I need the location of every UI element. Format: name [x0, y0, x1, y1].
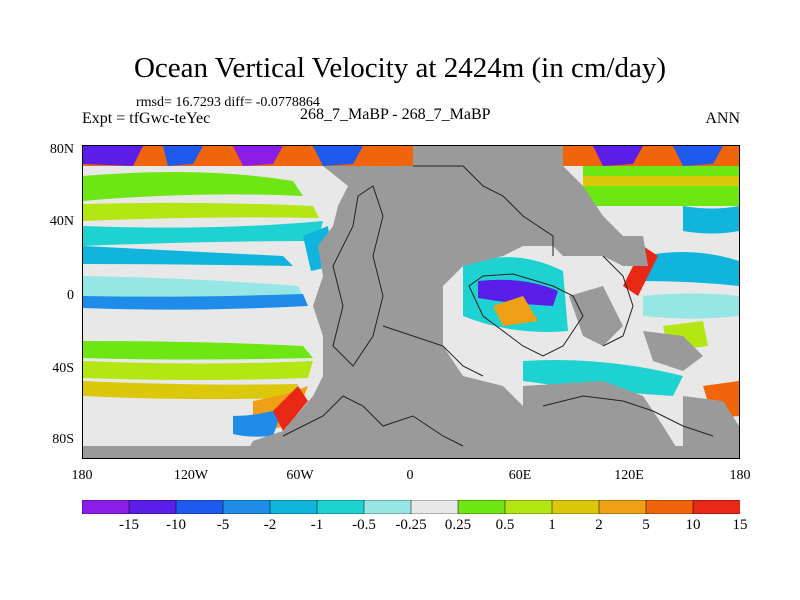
- colorbar-label: -10: [166, 517, 186, 533]
- lon-label-0: 0: [406, 468, 414, 483]
- lon-label-180e: 180: [729, 468, 751, 483]
- colorbar-label: -0.5: [352, 517, 376, 533]
- colorbar-swatch: [598, 500, 647, 514]
- lon-label-60e: 60E: [508, 468, 532, 483]
- lat-label-0: 0: [67, 288, 74, 303]
- velocity-field: [83, 146, 739, 458]
- colorbar-label: -2: [263, 517, 277, 533]
- colorbar-swatch: [551, 500, 600, 514]
- stats-text: rmsd= 16.7293 diff= -0.0778864: [136, 95, 320, 110]
- subtitle: 268_7_MaBP - 268_7_MaBP: [300, 106, 491, 123]
- colorbar-label: 0.25: [444, 517, 472, 533]
- colorbar: [82, 500, 740, 514]
- colorbar-swatch: [692, 500, 740, 514]
- lon-label-60w: 60W: [286, 468, 314, 483]
- map-title: Ocean Vertical Velocity at 2424m (in cm/…: [133, 52, 667, 84]
- pacific-field: [83, 172, 333, 437]
- colorbar-label: 1: [548, 517, 556, 533]
- colorbar-label: -1: [310, 517, 324, 533]
- experiment-label: Expt = tfGwc-teYec: [82, 110, 211, 127]
- colorbar-label: 2: [595, 517, 603, 533]
- season-label: ANN: [705, 110, 740, 127]
- colorbar-label: 0.5: [495, 517, 515, 533]
- lon-label-120e: 120E: [614, 468, 644, 483]
- colorbar-swatch: [269, 500, 318, 514]
- lat-label-80s: 80S: [52, 432, 74, 447]
- colorbar-label: -15: [119, 517, 139, 533]
- colorbar-label: -0.25: [395, 517, 427, 533]
- colorbar-swatches: [82, 500, 740, 514]
- lon-label-120w: 120W: [173, 468, 209, 483]
- colorbar-swatch: [363, 500, 412, 514]
- colorbar-swatch: [504, 500, 553, 514]
- colorbar-swatch: [410, 500, 459, 514]
- colorbar-swatch: [222, 500, 271, 514]
- map-panel: [82, 145, 740, 459]
- colorbar-swatch: [175, 500, 224, 514]
- coastlines: [282, 165, 714, 447]
- colorbar-label: 10: [685, 517, 701, 533]
- colorbar-swatch: [82, 500, 130, 514]
- lon-label-180w: 180: [71, 468, 93, 483]
- lat-label-40n: 40N: [49, 214, 74, 229]
- land-masses: [83, 146, 739, 458]
- colorbar-swatch: [316, 500, 365, 514]
- lat-label-80n: 80N: [49, 142, 74, 157]
- arctic-band: [83, 146, 739, 206]
- colorbar-label: -5: [216, 517, 230, 533]
- colorbar-swatch: [457, 500, 506, 514]
- colorbar-label: 5: [642, 517, 650, 533]
- colorbar-swatch: [128, 500, 177, 514]
- colorbar-swatch: [645, 500, 694, 514]
- colorbar-label: 15: [732, 517, 748, 533]
- lat-label-40s: 40S: [52, 361, 74, 376]
